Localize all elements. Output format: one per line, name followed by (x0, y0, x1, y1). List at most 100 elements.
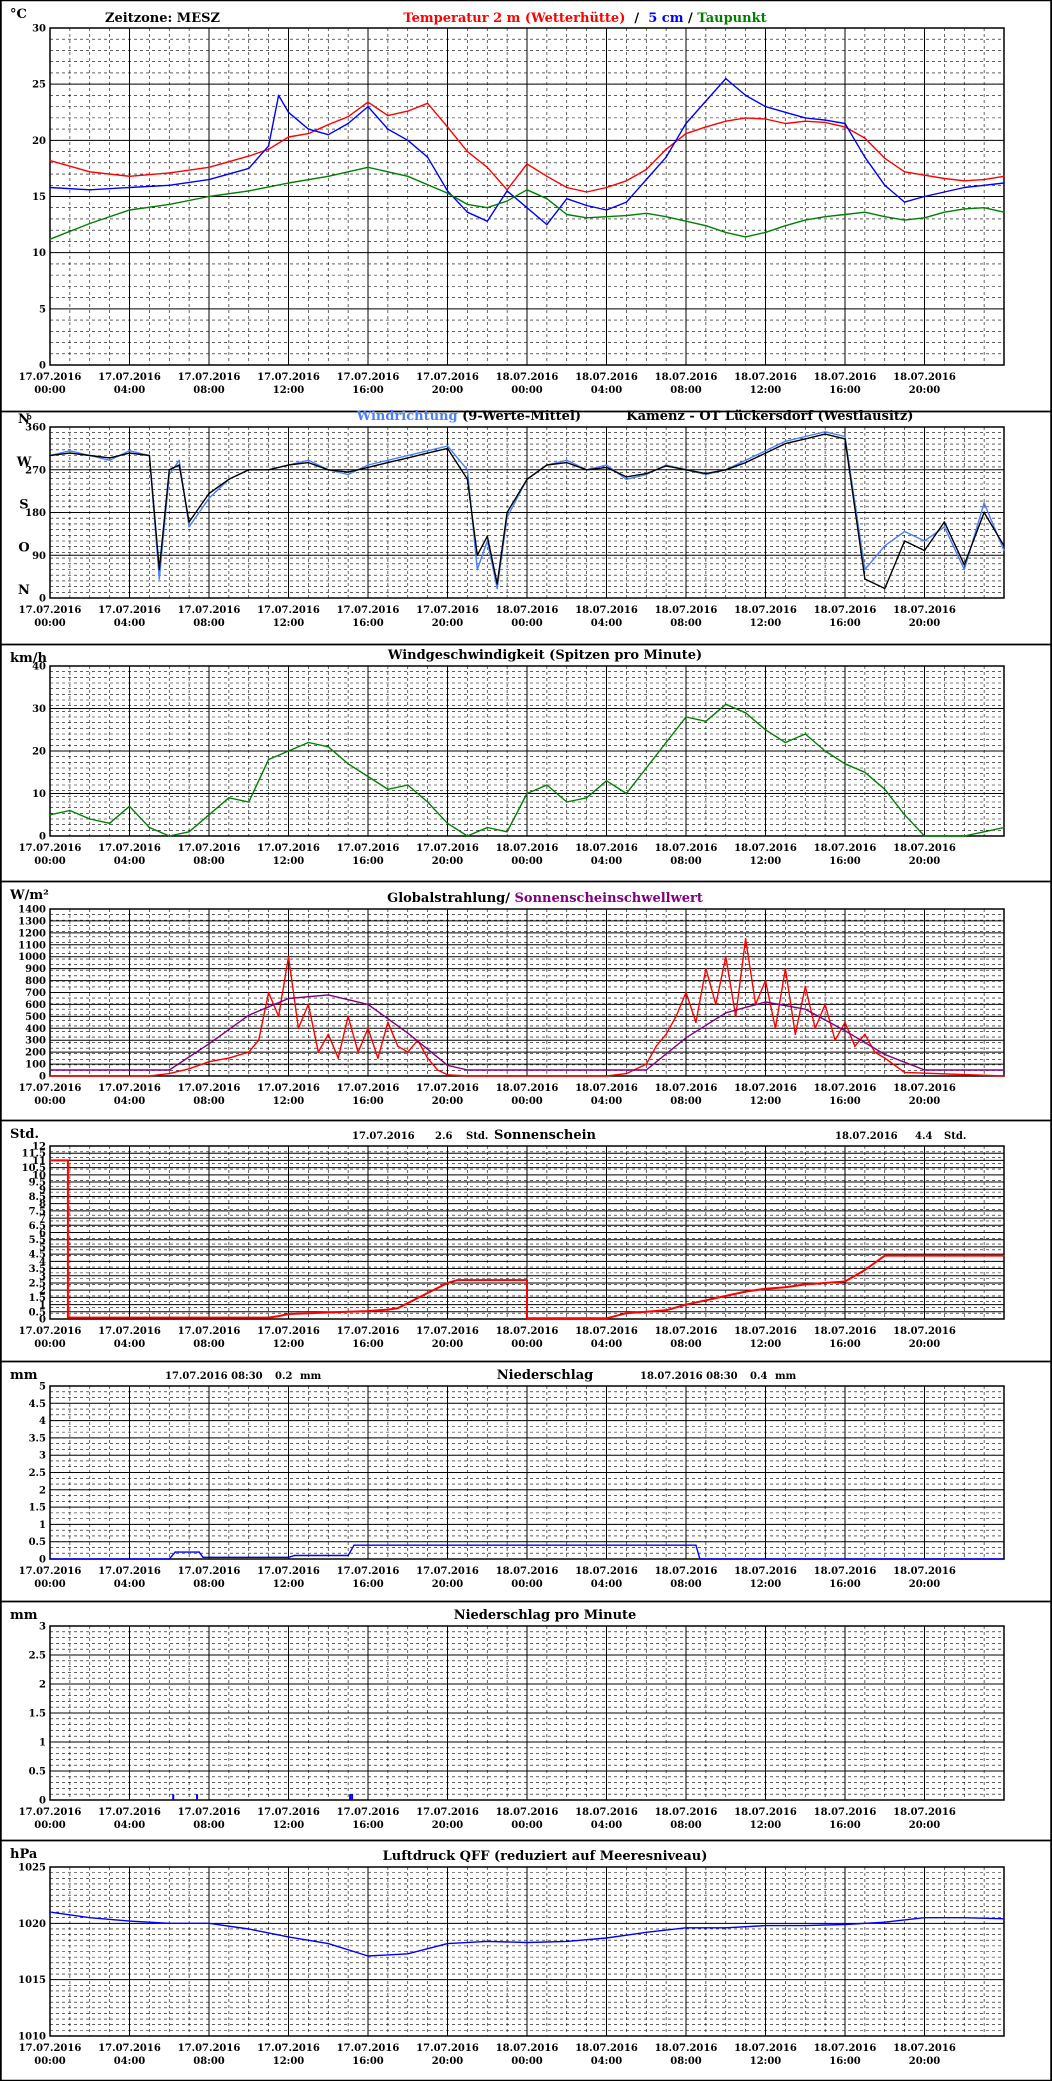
x-tick-date: 18.07.2016 (734, 1807, 797, 1818)
summary-date: 18.07.2016 08:30 (640, 1371, 738, 1382)
data-point (585, 796, 588, 799)
x-tick-date: 18.07.2016 (893, 1807, 956, 1818)
x-tick-time: 16:00 (352, 1096, 384, 1107)
bar (196, 1794, 199, 1800)
x-tick-date: 17.07.2016 (19, 372, 82, 383)
data-point (307, 128, 310, 130)
x-tick-time: 00:00 (511, 1579, 543, 1590)
panel-winddir: 0 90 180 270 360 17.07.2016 00:00 17.07.2016 04:… (0, 409, 1052, 646)
data-point (347, 1015, 349, 1018)
title-part: Kamenz - OT Lückersdorf (Westlausitz) (581, 409, 913, 424)
bar (349, 1794, 352, 1800)
data-point (367, 166, 369, 169)
x-tick-date: 18.07.2016 (814, 372, 877, 383)
x-tick-time: 04:00 (591, 1339, 623, 1350)
data-point (526, 188, 528, 191)
data-point (1003, 1069, 1005, 1071)
data-point (148, 1075, 151, 1077)
data-point (705, 720, 707, 723)
x-tick-time: 00:00 (511, 1339, 543, 1350)
data-point (506, 200, 508, 202)
data-point (406, 1302, 409, 1304)
data-point (784, 440, 787, 443)
y-tick-label: 3 (39, 1451, 46, 1462)
data-point (764, 728, 767, 731)
data-point (208, 195, 210, 198)
data-point (864, 156, 866, 158)
data-point (923, 217, 926, 219)
data-point (496, 582, 498, 585)
data-point (198, 1551, 200, 1553)
data-point (1003, 544, 1005, 547)
data-point (546, 464, 548, 466)
data-point (705, 126, 707, 128)
chart-title: Temperatur 2 m (Wetterhütte) / 5 cm / Ta… (403, 11, 766, 26)
data-point (605, 779, 608, 782)
y-tick-label: 0.5 (29, 1767, 46, 1778)
x-tick-date: 17.07.2016 (337, 372, 400, 383)
chart-title: Windrichtung (9-Werte-Mittel) Kamenz - O… (356, 409, 914, 424)
y-tick-label: 2.5 (29, 1468, 46, 1479)
data-point (724, 231, 727, 234)
x-tick-time: 12:00 (750, 1579, 782, 1590)
x-tick-time: 08:00 (670, 1096, 702, 1107)
y-tick-label: 1100 (18, 940, 46, 951)
data-point (526, 206, 528, 209)
data-point (168, 1558, 171, 1560)
x-tick-time: 20:00 (432, 1820, 464, 1831)
data-point (883, 1053, 886, 1056)
x-tick-time: 12:00 (750, 385, 782, 396)
x-tick-date: 18.07.2016 (655, 1326, 718, 1337)
data-point (128, 209, 131, 211)
data-point (963, 208, 966, 210)
data-point (685, 122, 687, 125)
y-tick-label: 8 (39, 1199, 46, 1210)
x-tick-date: 17.07.2016 (257, 372, 320, 383)
y-tick-label: 2.5 (29, 1278, 46, 1289)
data-point (883, 1057, 886, 1059)
x-tick-date: 17.07.2016 (337, 2043, 400, 2054)
data-point (724, 1011, 727, 1014)
title-part: Sonnenscheinschwellwert (515, 891, 703, 906)
x-tick-time: 12:00 (750, 2056, 782, 2067)
data-point (108, 457, 111, 459)
x-tick-time: 12:00 (273, 1096, 305, 1107)
x-tick-date: 17.07.2016 (337, 605, 400, 616)
x-tick-date: 17.07.2016 (98, 605, 161, 616)
data-point (88, 222, 91, 225)
x-tick-date: 18.07.2016 (893, 1083, 956, 1094)
data-point (347, 762, 349, 765)
data-point (665, 156, 667, 158)
data-point (128, 186, 131, 189)
data-point (744, 1290, 747, 1293)
data-point (883, 157, 886, 160)
x-tick-time: 00:00 (511, 1096, 543, 1107)
y-tick-label: 900 (25, 964, 46, 975)
data-point (208, 1922, 210, 1925)
data-point (903, 530, 906, 533)
data-point (526, 163, 528, 165)
x-tick-time: 20:00 (432, 1339, 464, 1350)
data-point (347, 115, 349, 118)
x-tick-time: 08:00 (670, 1820, 702, 1831)
data-point (705, 967, 707, 970)
plot-frame (49, 1866, 1005, 2037)
data-point (1003, 1075, 1005, 1077)
data-point (307, 459, 310, 462)
data-point (844, 1923, 846, 1926)
y-tick-label: 1.5 (29, 1293, 46, 1304)
data-point (983, 178, 985, 181)
data-point (506, 830, 508, 833)
x-tick-time: 12:00 (750, 856, 782, 867)
data-point (864, 137, 866, 139)
x-tick-time: 20:00 (432, 1579, 464, 1590)
data-point (88, 818, 91, 820)
data-point (446, 445, 449, 447)
title-part: Luftdruck QFF (reduziert auf Meeresnivea… (383, 1849, 708, 1864)
data-point (307, 132, 310, 135)
data-point (903, 1071, 906, 1074)
y-tick-label: 700 (25, 988, 46, 999)
x-tick-date: 18.07.2016 (575, 1083, 638, 1094)
x-tick-date: 17.07.2016 (19, 1807, 82, 1818)
x-tick-time: 12:00 (273, 1579, 305, 1590)
